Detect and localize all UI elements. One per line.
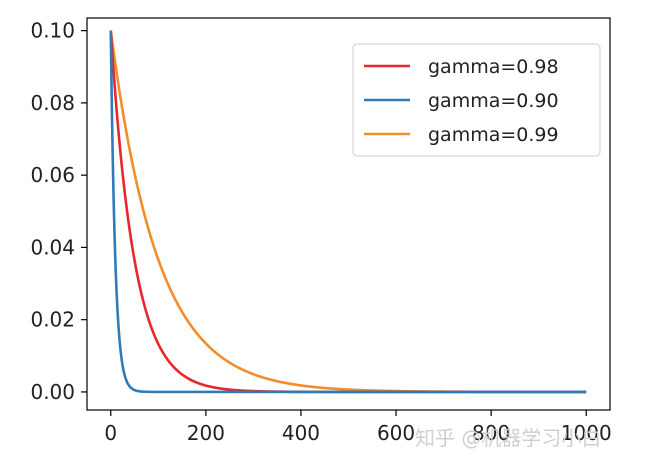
- y-tick-label: 0.00: [30, 380, 75, 404]
- x-tick-label: 0: [104, 421, 117, 445]
- y-axis: 0.00 0.02 0.04 0.06 0.08 0.10: [30, 19, 87, 404]
- legend-box: [352, 43, 601, 157]
- watermark: 知乎 @机器学习小白: [415, 426, 601, 450]
- x-axis: 0 200 400 600 800 1000: [104, 410, 612, 445]
- x-tick-label: 200: [187, 421, 225, 445]
- series-lines: [109, 30, 587, 394]
- legend-items: gamma=0.98 gamma=0.90 gamma=0.99: [364, 56, 559, 146]
- y-tick-label: 0.10: [30, 19, 75, 43]
- legend-label: gamma=0.90: [428, 90, 559, 112]
- x-tick-label: 800: [472, 421, 510, 445]
- legend: gamma=0.98 gamma=0.90 gamma=0.99: [352, 43, 601, 157]
- legend-label: gamma=0.98: [428, 56, 559, 78]
- legend-label: gamma=0.99: [428, 124, 559, 146]
- y-tick-label: 0.06: [30, 163, 75, 187]
- x-tick-label: 400: [282, 421, 320, 445]
- x-tick-label: 600: [377, 421, 415, 445]
- y-tick-label: 0.04: [30, 235, 75, 259]
- x-tick-label: 1000: [561, 421, 612, 445]
- y-tick-label: 0.08: [30, 91, 75, 115]
- series-line-gamma-0-90: [109, 30, 587, 394]
- y-tick-label: 0.02: [30, 308, 75, 332]
